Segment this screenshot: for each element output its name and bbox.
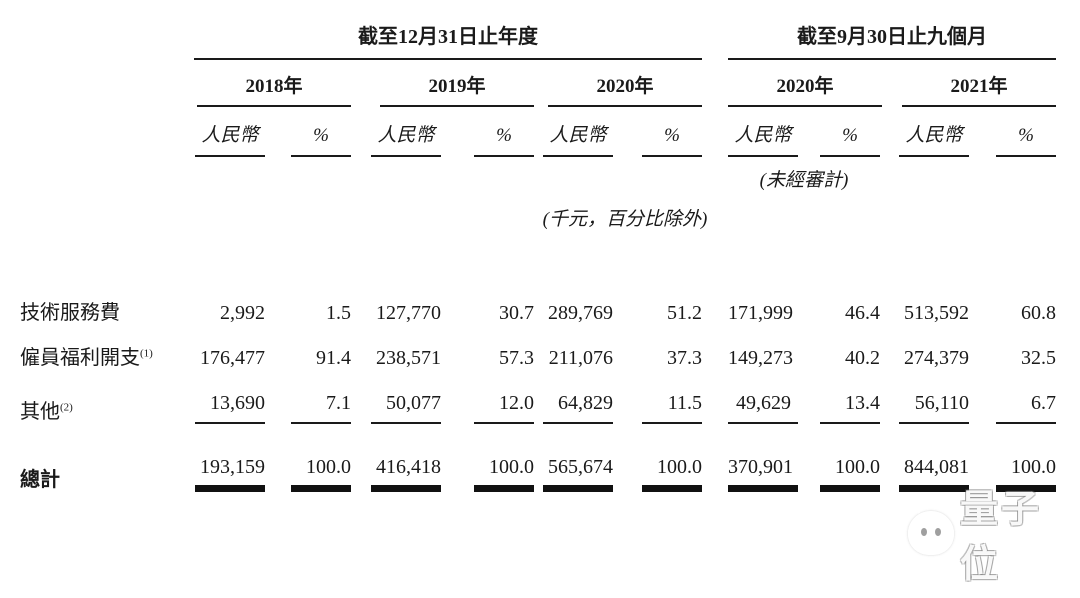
sub-header-row: 人民幣 % 人民幣 % 人民幣 % 人民幣 % 人民幣 % xyxy=(20,107,1056,157)
value-cell: 13,690 xyxy=(194,370,265,425)
value-cell: 149,273 xyxy=(728,347,793,370)
value-cell: 6.7 xyxy=(969,370,1056,425)
total-cell: 100.0 xyxy=(613,454,702,493)
value-cell: 91.4 xyxy=(316,347,351,370)
total-cell: 100.0 xyxy=(441,454,534,493)
value-cell: 274,379 xyxy=(904,347,969,370)
value-cell: 56,110 xyxy=(880,370,969,425)
row-label: 僱員福利開支(1) xyxy=(20,347,153,370)
rmb-label: 人民幣 xyxy=(728,107,798,157)
year-header-2018: 2018年 xyxy=(197,60,351,107)
rmb-label: 人民幣 xyxy=(899,107,969,157)
expenses-table: 截至12月31日止年度 截至9月30日止九個月 2018年 2019年 2020… xyxy=(20,26,1056,493)
year-header-2020-9m: 2020年 xyxy=(728,60,882,107)
value-cell: 211,076 xyxy=(548,347,613,370)
value-cell: 30.7 xyxy=(499,302,534,325)
spacer-row xyxy=(20,424,1056,454)
table-row-tech-service-fees: 技術服務費 2,992 1.5 127,770 30.7 289,769 51.… xyxy=(20,280,1056,325)
table-row-total: 總計 193,159 100.0 416,418 100.0 565,674 1… xyxy=(20,454,1056,493)
total-cell: 100.0 xyxy=(969,454,1056,493)
robot-antenna-icon xyxy=(912,501,921,515)
total-cell: 193,159 xyxy=(194,454,265,493)
value-cell: 11.5 xyxy=(613,370,702,425)
value-cell: 513,592 xyxy=(904,302,969,325)
period-group-row: 截至12月31日止年度 截至9月30日止九個月 xyxy=(20,26,1056,60)
value-cell: 40.2 xyxy=(845,347,880,370)
footnote-marker: (2) xyxy=(60,401,73,414)
row-label: 其他(2) xyxy=(20,401,73,424)
period-group-annual: 截至12月31日止年度 xyxy=(194,26,702,60)
percent-label: % xyxy=(820,107,880,157)
value-cell: 49,629 xyxy=(728,370,798,425)
total-cell: 100.0 xyxy=(265,454,351,493)
total-cell: 100.0 xyxy=(791,454,880,493)
total-cell: 370,901 xyxy=(728,454,798,493)
unaudited-note: (未經審計) xyxy=(759,169,849,191)
table-row-employee-benefits: 僱員福利開支(1) 176,477 91.4 238,571 57.3 211,… xyxy=(20,325,1056,370)
value-cell: 57.3 xyxy=(499,347,534,370)
year-header-2020: 2020年 xyxy=(548,60,702,107)
year-header-2021-9m: 2021年 xyxy=(902,60,1056,107)
rmb-label: 人民幣 xyxy=(543,107,613,157)
value-cell: 50,077 xyxy=(351,370,441,425)
rmb-label: 人民幣 xyxy=(195,107,265,157)
robot-eye-icon xyxy=(921,528,927,536)
value-cell: 46.4 xyxy=(845,302,880,325)
total-label: 總計 xyxy=(20,469,60,492)
total-cell: 565,674 xyxy=(534,454,613,493)
year-header-2019: 2019年 xyxy=(380,60,534,107)
total-cell: 416,418 xyxy=(351,454,441,493)
value-cell: 7.1 xyxy=(265,370,351,425)
value-cell: 37.3 xyxy=(667,347,702,370)
percent-label: % xyxy=(474,107,534,157)
percent-label: % xyxy=(642,107,702,157)
value-cell: 238,571 xyxy=(376,347,441,370)
row-label: 技術服務費 xyxy=(20,302,120,325)
unaudited-note-row: (未經審計) xyxy=(20,157,1056,192)
year-header-row: 2018年 2019年 2020年 2020年 2021年 xyxy=(20,59,1056,107)
value-cell: 2,992 xyxy=(220,302,265,325)
period-group-nine-months: 截至9月30日止九個月 xyxy=(728,26,1056,60)
value-cell: 12.0 xyxy=(441,370,534,425)
value-cell: 32.5 xyxy=(1021,347,1056,370)
value-cell: 171,999 xyxy=(728,302,793,325)
value-cell: 127,770 xyxy=(376,302,441,325)
unit-note: (千元，百分比除外) xyxy=(542,208,708,230)
value-cell: 1.5 xyxy=(326,302,351,325)
value-cell: 60.8 xyxy=(1021,302,1056,325)
footnote-marker: (1) xyxy=(140,347,153,360)
robot-icon xyxy=(908,501,954,555)
rmb-label: 人民幣 xyxy=(371,107,441,157)
value-cell: 13.4 xyxy=(791,370,880,425)
value-cell: 289,769 xyxy=(548,302,613,325)
value-cell: 64,829 xyxy=(534,370,613,425)
table-row-others: 其他(2) 13,690 7.1 50,077 12.0 64,829 11.5… xyxy=(20,370,1056,425)
percent-label: % xyxy=(291,107,351,157)
total-cell: 844,081 xyxy=(880,454,969,493)
robot-eye-icon xyxy=(935,528,941,536)
unit-note-row: (千元，百分比除外) xyxy=(20,192,1056,231)
value-cell: 51.2 xyxy=(667,302,702,325)
percent-label: % xyxy=(996,107,1056,157)
spacer-row xyxy=(20,230,1056,280)
value-cell: 176,477 xyxy=(200,347,265,370)
